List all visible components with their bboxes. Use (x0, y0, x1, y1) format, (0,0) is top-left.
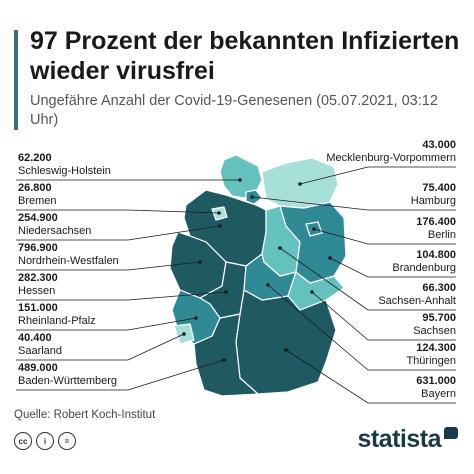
statista-logo: statista (357, 425, 458, 454)
anchor-dot (328, 256, 332, 260)
state-name: Nordrhein-Westfalen (18, 255, 119, 267)
state-name: Rheinland-Pfalz (18, 315, 96, 327)
leader-line (16, 333, 185, 361)
label-bayern: 631.000 Bayern (416, 375, 456, 401)
anchor-dot (224, 290, 228, 294)
label-rheinland-pfalz: 151.000 Rheinland-Pfalz (18, 302, 96, 328)
state-value: 66.300 (422, 282, 456, 294)
leader-line (299, 166, 456, 185)
state-name: Hessen (18, 285, 56, 297)
state-value: 75.400 (422, 182, 456, 194)
state-value: 62.200 (18, 152, 52, 164)
page-subtitle: Ungefähre Anzahl der Covid-19-Genesenen … (30, 93, 438, 128)
source-note: Quelle: Robert Koch-Institut (14, 409, 156, 421)
state-value: 176.400 (416, 216, 456, 228)
state-value: 282.300 (18, 272, 58, 284)
state-value: 254.900 (18, 212, 58, 224)
state-name: Brandenburg (392, 262, 456, 274)
anchor-dot (310, 290, 314, 294)
anchor-dot (218, 224, 222, 228)
anchor-dot (217, 211, 221, 215)
label-schleswig-holstein: 62.200 Schleswig-Holstein (18, 152, 111, 178)
state-value: 43.000 (422, 139, 456, 151)
label-hessen: 282.300 Hessen (18, 272, 58, 298)
leader-line (16, 291, 227, 301)
label-saarland: 40.400 Saarland (18, 332, 62, 358)
anchor-dot (298, 182, 302, 186)
label-hamburg: 75.400 Hamburg (411, 182, 456, 208)
title-accent-bar (14, 30, 18, 130)
state-name: Schleswig-Holstein (18, 165, 111, 177)
cc-icon: cc (14, 432, 32, 450)
anchor-dot (222, 358, 226, 362)
anchor-dot (250, 195, 254, 199)
leader-line (16, 359, 225, 391)
state-value: 151.000 (18, 302, 58, 314)
state-name: Niedersachsen (18, 225, 92, 237)
leader-line (251, 196, 456, 211)
anchor-dot (238, 178, 242, 182)
state-name: Berlin (427, 229, 456, 241)
state-name: Sachsen (413, 325, 456, 337)
leader-line (311, 291, 456, 341)
state-value: 124.300 (416, 342, 456, 354)
license-icons: cc i = (14, 432, 76, 450)
state-name: Sachsen-Anhalt (378, 295, 456, 307)
anchor-dot (278, 246, 282, 250)
leader-line (16, 209, 220, 214)
anchor-dot (284, 348, 288, 352)
label-mecklenburg-vorpommern: 43.000 Mecklenburg-Vorpommern (326, 139, 456, 165)
leader-line (313, 228, 456, 245)
label-baden-wuerttemberg: 489.000 Baden-Württemberg (18, 362, 117, 388)
anchor-dot (182, 332, 186, 336)
state-value: 631.000 (416, 375, 456, 387)
state-value: 26.800 (18, 182, 52, 194)
state-value: 796.900 (18, 242, 58, 254)
state-name: Mecklenburg-Vorpommern (326, 152, 456, 164)
label-brandenburg: 104.800 Brandenburg (392, 249, 456, 275)
state-value: 95.700 (422, 312, 456, 324)
leader-line (329, 257, 456, 278)
state-value: 40.400 (18, 332, 52, 344)
label-berlin: 176.400 Berlin (416, 216, 456, 242)
by-icon: i (36, 432, 54, 450)
label-bremen: 26.800 Bremen (18, 182, 57, 208)
label-sachsen: 95.700 Sachsen (413, 312, 456, 338)
state-name: Bayern (421, 388, 456, 400)
label-niedersachsen: 254.900 Niedersachsen (18, 212, 91, 238)
label-sachsen-anhalt: 66.300 Sachsen-Anhalt (378, 282, 456, 308)
state-value: 104.800 (416, 249, 456, 261)
anchor-dot (194, 316, 198, 320)
state-name: Hamburg (410, 195, 456, 207)
leader-line (279, 247, 456, 311)
page-title: 97 Prozent der bekannten Infizierten wie… (30, 27, 460, 85)
leader-line (16, 225, 221, 241)
leader-line (285, 349, 456, 404)
leader-line (267, 284, 456, 371)
state-value: 489.000 (18, 362, 58, 374)
leader-line (16, 261, 201, 271)
label-nordrhein-westfalen: 796.900 Nordrhein-Westfalen (18, 242, 119, 268)
state-bayern (235, 289, 337, 395)
anchor-dot (198, 260, 202, 264)
label-thueringen: 124.300 Thüringen (406, 342, 456, 368)
state-name: Bremen (18, 195, 57, 207)
state-name: Saarland (18, 345, 63, 357)
state-name: Thüringen (406, 355, 456, 367)
leader-line (16, 317, 197, 331)
anchor-dot (312, 227, 316, 231)
anchor-dot (266, 283, 270, 287)
nd-icon: = (58, 432, 76, 450)
state-name: Baden-Württemberg (18, 375, 118, 387)
